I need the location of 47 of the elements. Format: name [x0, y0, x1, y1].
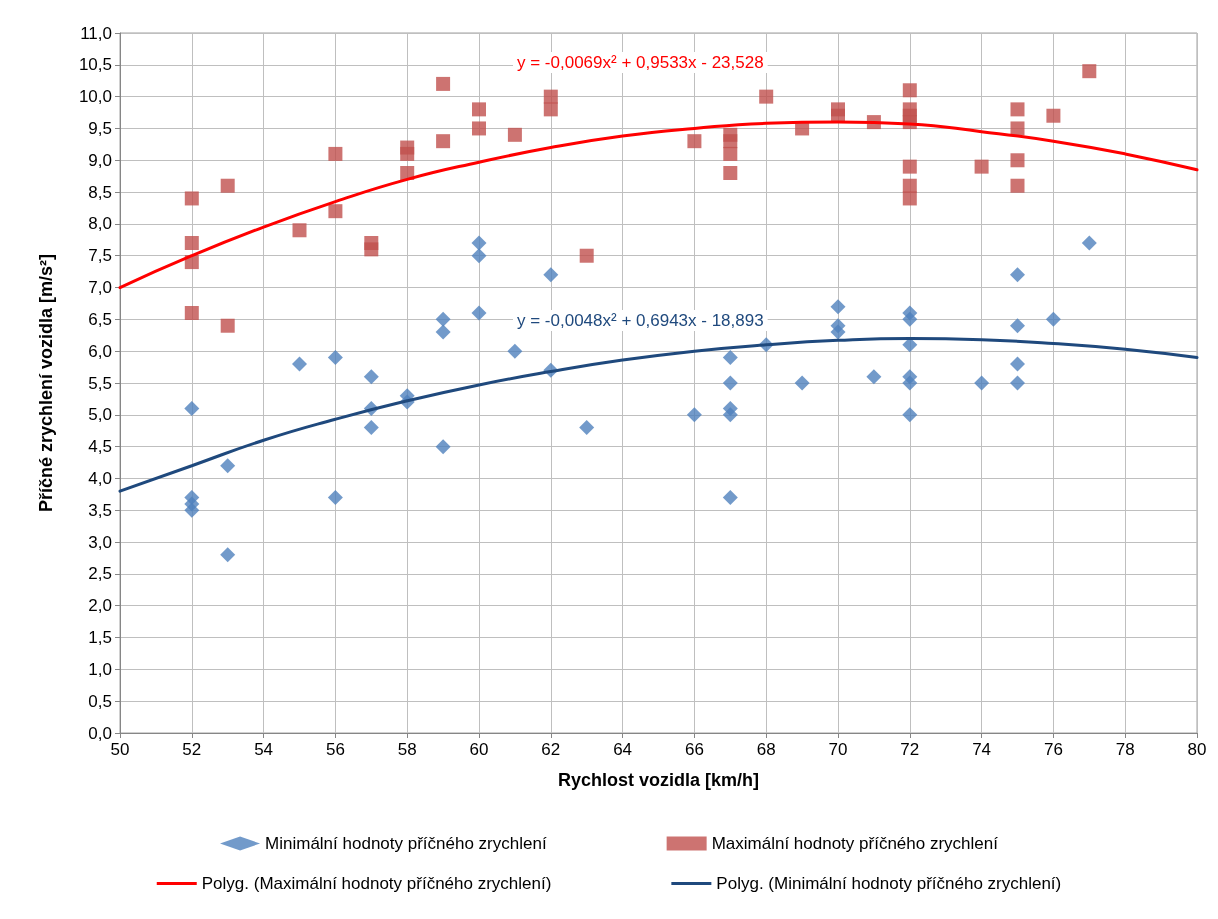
- x-tick-label: 50: [110, 740, 130, 759]
- x-tick-label: 56: [325, 740, 345, 759]
- legend-label: Polyg. (Maximální hodnoty příčného zrychlení): [201, 874, 552, 893]
- y-tick-label: 6,0: [88, 341, 112, 361]
- y-axis-title: Příčné zrychlení vozidla [m/s²]: [36, 253, 56, 513]
- y-tick-label: 11,0: [80, 23, 112, 43]
- x-tick-label: 58: [397, 740, 417, 759]
- legend-label: Maximální hodnoty příčného zrychlení: [711, 834, 999, 853]
- y-tick-label: 8,0: [88, 214, 112, 234]
- y-tick-label: 4,0: [88, 468, 112, 488]
- y-tick-label: 4,5: [88, 437, 112, 457]
- legend-label: Polyg. (Minimální hodnoty příčného zrychlení): [716, 874, 1062, 893]
- x-tick-label: 68: [756, 740, 776, 759]
- x-tick-label: 54: [254, 740, 274, 759]
- y-tick-label: 0,5: [88, 691, 112, 711]
- x-tick-label: 52: [182, 740, 202, 759]
- legend-label: Minimální hodnoty příčného zrychlení: [265, 834, 547, 853]
- y-tick-label: 9,0: [88, 150, 112, 170]
- y-tick-label: 9,5: [88, 118, 112, 138]
- y-tick-label: 6,5: [88, 309, 112, 329]
- y-tick-label: 10,0: [78, 87, 112, 107]
- x-tick-label: 64: [613, 740, 633, 759]
- y-tick-label: 2,5: [88, 564, 112, 584]
- x-tick-label: 76: [1043, 740, 1063, 759]
- y-tick-label: 7,0: [88, 278, 112, 298]
- y-tick-label: 1,0: [88, 659, 112, 679]
- y-tick-label: 3,5: [88, 500, 112, 520]
- x-tick-label: 60: [469, 740, 489, 759]
- x-axis-title: Rychlost vozidla [km/h]: [557, 770, 760, 790]
- x-tick-label: 66: [684, 740, 704, 759]
- annotation: y = -0,0069x² + 0,9533x - 23,528: [517, 53, 764, 72]
- y-tick-label: 1,5: [88, 628, 112, 648]
- x-tick-label: 70: [828, 740, 848, 759]
- y-tick-label: 2,0: [88, 596, 112, 616]
- y-tick-label: 7,5: [88, 246, 112, 266]
- y-tick-label: 10,5: [78, 55, 112, 75]
- x-tick-label: 78: [1115, 740, 1135, 759]
- y-tick-label: 5,5: [88, 373, 112, 393]
- x-tick-label: 72: [900, 740, 920, 759]
- x-tick-label: 62: [541, 740, 561, 759]
- y-tick-label: 0,0: [88, 723, 112, 743]
- y-tick-label: 5,0: [88, 405, 112, 425]
- annotation: y = -0,0048x² + 0,6943x - 18,893: [517, 311, 764, 330]
- x-tick-label: 74: [972, 740, 992, 759]
- y-tick-label: 8,5: [88, 182, 112, 202]
- y-tick-label: 3,0: [88, 532, 112, 552]
- x-tick-label: 80: [1187, 740, 1207, 759]
